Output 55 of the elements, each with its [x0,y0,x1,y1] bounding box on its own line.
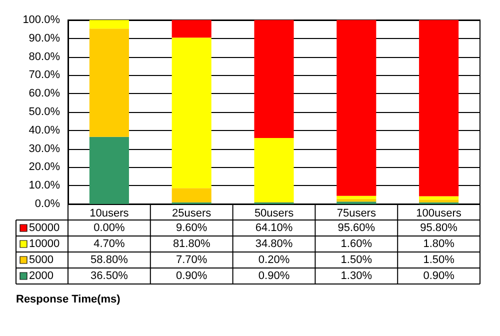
data-label: 1.80% [423,238,455,250]
data-label: 1.50% [423,254,455,266]
data-label: 7.70% [176,254,208,266]
x-tick-label: 75users [336,208,376,220]
data-label: 64.10% [255,222,293,234]
bar [172,188,212,202]
y-tick-label: 50.0% [28,106,60,118]
data-label: 1.50% [340,254,372,266]
legend-label: 2000 [29,270,54,282]
x-tick-label: 10users [90,208,130,220]
bar [336,20,376,196]
bar [254,138,294,202]
bar [172,20,212,38]
data-label: 0.90% [423,270,455,282]
text: Response Time(ms) [16,294,121,306]
y-tick-label: 90.0% [28,32,60,44]
data-label: 1.60% [340,238,372,250]
data-label: 58.80% [90,254,128,266]
bar [419,20,459,196]
data-label: 95.60% [338,222,376,234]
data-label: 0.90% [176,270,208,282]
y-tick-label: 100.0% [22,14,60,26]
data-label: 1.30% [340,270,372,282]
data-label: 0.20% [258,254,290,266]
data-label: 9.60% [176,222,208,234]
legend-label: 50000 [29,222,60,234]
bar [89,136,129,204]
y-tick-label: 40.0% [28,124,60,136]
x-tick-label: 100users [416,208,462,220]
data-label: 36.50% [90,270,128,282]
bar [336,196,376,199]
x-tick-label: 25users [172,208,212,220]
legend-label: 10000 [29,238,60,250]
bar [89,20,129,29]
x-tick-label: 50users [254,208,294,220]
y-tick-label: 70.0% [28,69,60,82]
bar [172,38,212,188]
bar [419,196,459,200]
bar [419,200,459,202]
data-label: 4.70% [94,238,126,250]
y-tick-label: 30.0% [28,142,60,155]
data-label: 0.90% [258,270,290,282]
y-tick-label: 10.0% [28,180,60,192]
bar [89,28,129,137]
y-tick-label: 20.0% [28,161,60,174]
data-label: 95.80% [420,222,458,234]
data-label: 34.80% [255,238,293,250]
data-label: 81.80% [172,238,210,250]
bar [336,198,376,202]
y-tick-label: 0.0% [34,198,60,210]
legend-label: 5000 [29,254,54,266]
bar [254,20,294,138]
y-tick-label: 60.0% [28,88,60,100]
data-label: 0.00% [94,222,126,234]
y-tick-label: 80.0% [28,50,60,63]
